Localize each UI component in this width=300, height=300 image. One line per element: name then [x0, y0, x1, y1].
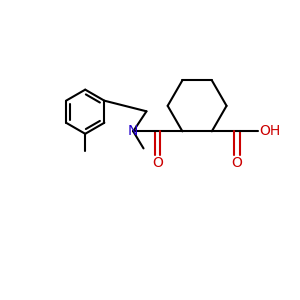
Text: N: N — [128, 124, 138, 138]
Text: O: O — [152, 156, 163, 170]
Text: OH: OH — [260, 124, 281, 138]
Text: O: O — [231, 156, 242, 170]
